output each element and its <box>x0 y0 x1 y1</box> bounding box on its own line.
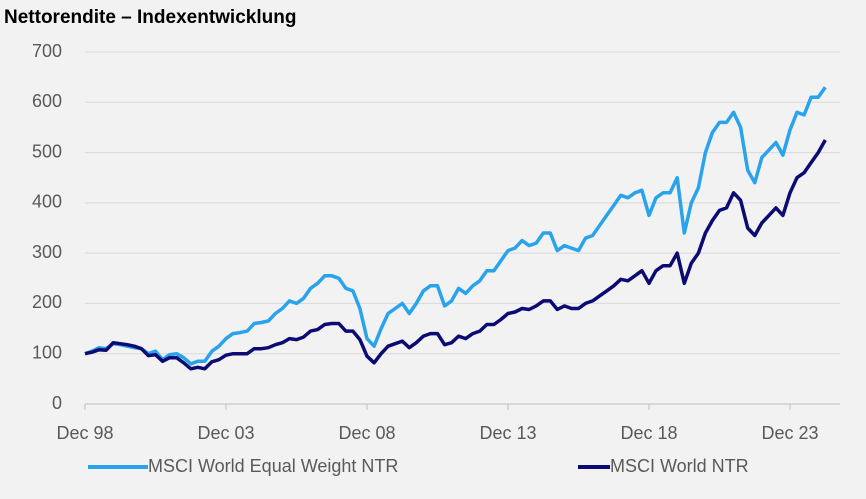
x-tick-label: Dec 08 <box>338 423 395 443</box>
x-tick-label: Dec 23 <box>761 423 818 443</box>
legend-label: MSCI World NTR <box>610 456 749 476</box>
y-tick-label: 200 <box>32 292 62 312</box>
chart-title: Nettorendite – Indexentwicklung <box>4 7 296 28</box>
y-tick-label: 100 <box>32 342 62 362</box>
y-tick-label: 500 <box>32 141 62 161</box>
y-tick-label: 300 <box>32 242 62 262</box>
series-line <box>84 86 827 366</box>
x-tick-label: Dec 13 <box>479 423 536 443</box>
y-tick-label: 700 <box>32 41 62 61</box>
legend-label: MSCI World Equal Weight NTR <box>148 456 398 476</box>
y-tick-label: 0 <box>52 393 62 413</box>
x-tick-label: Dec 18 <box>620 423 677 443</box>
x-tick-label: Dec 03 <box>197 423 254 443</box>
y-tick-label: 400 <box>32 192 62 212</box>
series-line <box>84 139 827 371</box>
x-tick-label: Dec 98 <box>56 423 113 443</box>
y-tick-label: 600 <box>32 91 62 111</box>
